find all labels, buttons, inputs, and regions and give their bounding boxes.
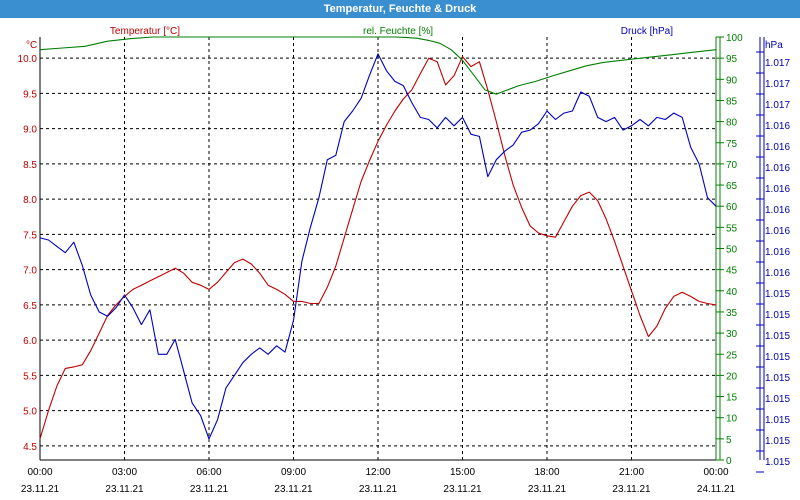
x-tick-time: 00:00 [27, 467, 52, 478]
humidity-tick: 0 [726, 456, 732, 467]
humidity-tick: 65 [726, 181, 738, 192]
temperature-tick: 7.5 [23, 230, 37, 241]
humidity-tick: 45 [726, 266, 738, 277]
humidity-tick: 70 [726, 160, 738, 171]
humidity-tick: 75 [726, 139, 738, 150]
x-tick-date: 23.11.21 [528, 484, 567, 495]
pressure-tick: 1.016 [765, 163, 790, 174]
temperature-tick: 5.0 [23, 407, 37, 418]
pressure-tick: 1.015 [765, 310, 790, 321]
pressure-tick: 1.015 [765, 415, 790, 426]
pressure-tick: 1.015 [765, 352, 790, 363]
humidity-tick: 60 [726, 202, 738, 213]
humidity-tick: 15 [726, 393, 738, 404]
window-title: Temperatur, Feuchte & Druck [0, 0, 800, 18]
humidity-tick: 35 [726, 308, 738, 319]
humidity-tick: 50 [726, 245, 738, 256]
grid [40, 37, 716, 460]
humidity-tick: 100 [726, 33, 743, 44]
humidity-tick: 80 [726, 118, 738, 129]
series-line-temperature [39, 56, 717, 440]
pressure-tick: 1.015 [765, 373, 790, 384]
temperature-tick: 6.0 [23, 336, 37, 347]
humidity-tick: 10 [726, 414, 738, 425]
pressure-tick: 1.017 [765, 58, 790, 69]
x-tick-date: 23.11.21 [190, 484, 229, 495]
series [39, 36, 717, 440]
x-tick-time: 00:00 [703, 467, 728, 478]
pressure-tick: 1.016 [765, 121, 790, 132]
pressure-tick: 1.015 [765, 289, 790, 300]
x-tick-date: 24.11.21 [697, 484, 736, 495]
series-line-humidity [39, 36, 717, 95]
labels: 00:00 23.11.21 03:00 23.11.21 06:00 23.11.21 0… [18, 26, 791, 495]
x-tick-date: 23.11.21 [359, 484, 398, 495]
x-tick-time: 06:00 [196, 467, 221, 478]
pressure-tick: 1.015 [765, 394, 790, 405]
temperature-unit: °C [26, 40, 37, 51]
x-tick-time: 21:00 [619, 467, 644, 478]
legend-pressure: Druck [hPa] [621, 26, 673, 37]
series-line-pressure [39, 53, 717, 440]
humidity-tick: 5 [726, 435, 732, 446]
pressure-tick: 1.016 [765, 184, 790, 195]
pressure-tick: 1.015 [765, 457, 790, 468]
pressure-tick: 1.016 [765, 226, 790, 237]
humidity-tick: 20 [726, 371, 738, 382]
pressure-tick: 1.016 [765, 268, 790, 279]
humidity-tick: 40 [726, 287, 738, 298]
humidity-tick: 85 [726, 96, 738, 107]
temperature-tick: 8.0 [23, 195, 37, 206]
pressure-tick: 1.015 [765, 331, 790, 342]
pressure-tick: 1.015 [765, 436, 790, 447]
pressure-tick: 1.016 [765, 142, 790, 153]
x-tick-time: 03:00 [112, 467, 137, 478]
humidity-tick: 25 [726, 350, 738, 361]
x-tick-date: 23.11.21 [612, 484, 651, 495]
axes [39, 36, 765, 473]
x-tick-date: 23.11.21 [105, 484, 144, 495]
pressure-tick: 1.016 [765, 205, 790, 216]
temperature-tick: 7.0 [23, 266, 37, 277]
x-tick-time: 12:00 [365, 467, 390, 478]
temperature-tick: 5.5 [23, 371, 37, 382]
x-tick-date: 23.11.21 [443, 484, 482, 495]
humidity-tick: 55 [726, 223, 738, 234]
pressure-tick: 1.016 [765, 247, 790, 258]
humidity-tick: 90 [726, 75, 738, 86]
temperature-tick: 8.5 [23, 160, 37, 171]
x-tick-time: 09:00 [281, 467, 306, 478]
x-tick-date: 23.11.21 [21, 484, 60, 495]
pressure-tick: 1.017 [765, 79, 790, 90]
temperature-tick: 10.0 [18, 54, 38, 65]
x-tick-date: 23.11.21 [274, 484, 313, 495]
humidity-tick: 95 [726, 54, 738, 65]
legend-temperature: Temperatur [°C] [110, 26, 180, 37]
temperature-tick: 9.0 [23, 125, 37, 136]
temperature-tick: 6.5 [23, 301, 37, 312]
x-tick-time: 15:00 [450, 467, 475, 478]
x-tick-time: 18:00 [534, 467, 559, 478]
pressure-tick: 1.017 [765, 100, 790, 111]
temperature-tick: 4.5 [23, 442, 37, 453]
temperature-tick: 9.5 [23, 89, 37, 100]
pressure-unit: hPa [765, 40, 783, 51]
humidity-tick: 30 [726, 329, 738, 340]
legend-humidity: rel. Feuchte [%] [363, 26, 433, 37]
